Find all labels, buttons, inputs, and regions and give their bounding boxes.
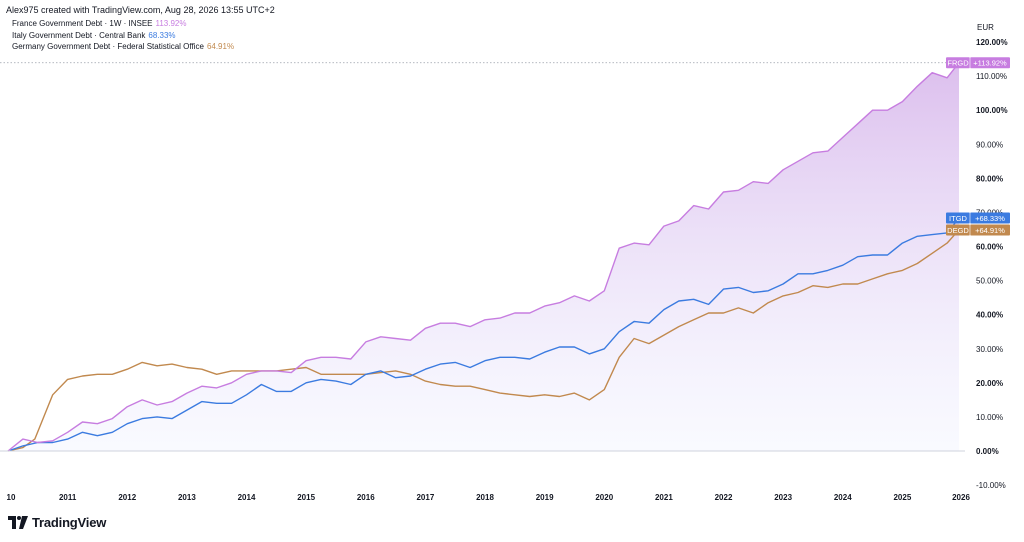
x-tick-label: 2014 — [238, 493, 256, 502]
y-tick-label: 40.00% — [976, 311, 1003, 320]
y-tick-label: 90.00% — [976, 140, 1003, 149]
y-tick-label: 50.00% — [976, 277, 1003, 286]
legend-item-germany[interactable]: Germany Government Debt · Federal Statis… — [12, 42, 234, 51]
x-tick-label: 2024 — [834, 493, 852, 502]
y-tick-label: 120.00% — [976, 38, 1008, 47]
x-tick-label: 2012 — [118, 493, 136, 502]
x-tick-label: 2013 — [178, 493, 196, 502]
price-tag-itgd: ITGD +68.33% — [946, 212, 1010, 224]
legend-value-france: 113.92% — [155, 19, 187, 28]
currency-label: EUR — [977, 23, 994, 32]
legend-value-italy: 68.33% — [148, 31, 176, 40]
legend-item-france[interactable]: France Government Debt · 1W · INSEE 113.9… — [12, 19, 187, 28]
legend-label-italy: Italy Government Debt · Central Bank — [12, 31, 146, 40]
price-tag-frgd: FRGD +113.92% — [946, 57, 1010, 69]
x-tick-label: 2026 — [952, 493, 970, 502]
x-tick-label: 2025 — [893, 493, 911, 502]
y-tick-label: -10.00% — [976, 481, 1006, 490]
y-tick-label: 110.00% — [976, 72, 1007, 81]
price-tag-degd: DEGD +64.91% — [946, 224, 1010, 236]
price-tag-value: +113.92% — [973, 59, 1007, 68]
x-tick-label: 2018 — [476, 493, 494, 502]
y-tick-label: 20.00% — [976, 379, 1003, 388]
y-tick-label: 10.00% — [976, 413, 1003, 422]
legend-value-germany: 64.91% — [206, 42, 235, 51]
y-tick-label: 80.00% — [976, 174, 1003, 183]
series-line-degd[interactable] — [7, 229, 960, 452]
price-tag-ticker: DEGD — [947, 226, 969, 235]
legend-label-germany: Germany Government Debt · Federal Statis… — [12, 42, 204, 51]
series-line-itgd[interactable] — [7, 217, 960, 452]
y-tick-label: 0.00% — [976, 447, 999, 456]
price-tag-ticker: ITGD — [949, 214, 967, 223]
price-tag-value: +64.91% — [975, 226, 1005, 235]
price-tag-value: +68.33% — [975, 214, 1005, 223]
x-tick-label: 2011 — [59, 493, 77, 502]
chart-header: Alex975 created with TradingView.com, Au… — [6, 5, 275, 15]
y-tick-label: 60.00% — [976, 243, 1003, 252]
legend-label-france: France Government Debt · 1W · INSEE — [12, 19, 153, 28]
legend-item-italy[interactable]: Italy Government Debt · Central Bank 68.3… — [12, 31, 176, 40]
x-tick-label: 10 — [7, 493, 16, 502]
x-tick-label: 2019 — [536, 493, 554, 502]
x-tick-label: 2022 — [715, 493, 733, 502]
brand-name: TradingView — [32, 515, 107, 530]
x-tick-label: 2021 — [655, 493, 673, 502]
x-tick-label: 2020 — [595, 493, 613, 502]
x-tick-label: 2015 — [297, 493, 315, 502]
y-tick-label: 100.00% — [976, 106, 1008, 115]
price-tag-ticker: FRGD — [947, 59, 969, 68]
x-tick-label: 2017 — [416, 493, 434, 502]
series-line-frgd[interactable] — [7, 62, 960, 452]
tradingview-logo-icon — [8, 516, 28, 529]
x-tick-label: 2023 — [774, 493, 792, 502]
series-area-france — [8, 62, 959, 451]
tradingview-logo[interactable]: TradingView — [8, 515, 106, 530]
x-tick-label: 2016 — [357, 493, 375, 502]
y-tick-label: 30.00% — [976, 345, 1003, 354]
